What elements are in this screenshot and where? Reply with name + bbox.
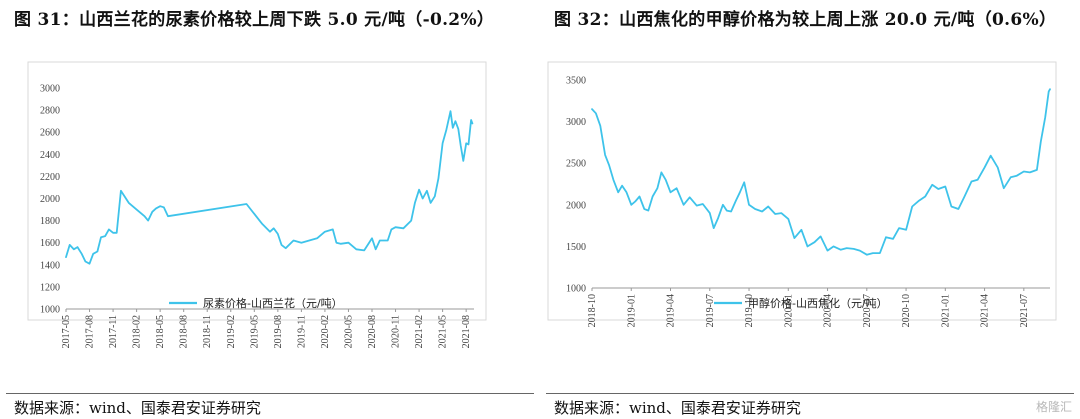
left-x-tick-label: 2017-11 (108, 315, 119, 348)
left-chart-title: 图 31：山西兰花的尿素价格较上周下跌 5.0 元/吨（-0.2%） (14, 10, 495, 30)
right-x-tick-label: 2019-10 (744, 294, 755, 327)
right-x-tick-label: 2019-07 (705, 294, 716, 327)
left-series-line (65, 110, 474, 265)
left-x-tick-label: 2017-08 (85, 315, 96, 348)
right-y-tick-label: 3000 (566, 117, 586, 128)
right-legend-label: 甲醇价格-山西焦化（元/吨） (748, 296, 888, 310)
right-y-tick-label: 3500 (566, 76, 586, 87)
left-y-tick-label: 1400 (40, 260, 60, 271)
left-x-tick-label: 2021-02 (414, 315, 425, 348)
right-source-note: 数据来源：wind、国泰君安证券研究 (554, 399, 801, 417)
left-x-tick-label: 2020-02 (320, 315, 331, 348)
left-y-tick-label: 1200 (40, 282, 60, 293)
right-chart-frame (547, 61, 1057, 321)
right-x-tick-label: 2020-01 (783, 294, 794, 327)
left-x-tick-label: 2020-08 (367, 315, 378, 348)
left-source-note: 数据来源：wind、国泰君安证券研究 (14, 399, 261, 417)
left-y-tick-label: 2200 (40, 172, 60, 183)
right-chart-title: 图 32：山西焦化的甲醇价格为较上周上涨 20.0 元/吨（0.6%） (554, 10, 1057, 30)
right-x-tick-label: 2021-01 (940, 294, 951, 327)
left-x-tick-label: 2018-02 (132, 315, 143, 348)
right-x-tick-label: 2021-04 (980, 294, 991, 327)
left-chart: 1000 1200 1400 1600 1800 2000 2200 2400 2600 2800… (27, 61, 487, 348)
right-chart: 1000 1500 2000 2500 3000 3500 2018-10 2019-01 20… (547, 61, 1057, 327)
left-y-tick-label: 2800 (40, 106, 60, 117)
left-x-tick-label: 2019-11 (296, 315, 307, 348)
left-divider (6, 393, 534, 394)
left-legend-label: 尿素价格-山西兰花（元/吨） (203, 296, 343, 310)
right-x-tick-label: 2020-10 (901, 294, 912, 327)
right-y-tick-label: 1500 (566, 242, 586, 253)
right-x-tick-label: 2019-01 (626, 294, 637, 327)
left-y-tick-label: 2600 (40, 128, 60, 139)
left-x-tick-label: 2020-11 (391, 315, 402, 348)
left-x-tick-label: 2019-08 (273, 315, 284, 348)
right-x-tick-label: 2020-04 (823, 294, 834, 327)
left-x-tick-label: 2018-08 (179, 315, 190, 348)
right-x-tick-label: 2020-07 (862, 294, 873, 327)
left-x-tick-label: 2020-05 (343, 315, 354, 348)
left-y-tick-label: 2000 (40, 194, 60, 205)
right-y-tick-label: 1000 (566, 284, 586, 295)
left-y-tick-label: 1000 (40, 305, 60, 316)
right-x-tick-label: 2019-04 (666, 294, 677, 327)
left-y-tick-label: 1800 (40, 216, 60, 227)
left-chart-frame (27, 61, 487, 321)
left-x-tick-label: 2018-05 (155, 315, 166, 348)
left-x-tick-label: 2019-05 (249, 315, 260, 348)
right-y-tick-label: 2500 (566, 159, 586, 170)
left-y-tick-label: 3000 (40, 84, 60, 95)
left-x-tick-label: 2017-05 (61, 315, 72, 348)
left-x-tick-label: 2019-02 (226, 315, 237, 348)
left-x-tick-label: 2021-05 (438, 315, 449, 348)
left-y-tick-label: 1600 (40, 238, 60, 249)
right-divider (546, 393, 1074, 394)
right-y-tick-label: 2000 (566, 200, 586, 211)
watermark: 格隆汇 (1035, 400, 1072, 414)
right-chart-panel: 图 32：山西焦化的甲醇价格为较上周上涨 20.0 元/吨（0.6%） 1000… (540, 0, 1080, 419)
left-y-tick-label: 2400 (40, 150, 60, 161)
right-series-line (591, 88, 1051, 256)
left-x-tick-label: 2018-11 (202, 315, 213, 348)
right-x-tick-label: 2018-10 (587, 294, 598, 327)
left-chart-panel: 图 31：山西兰花的尿素价格较上周下跌 5.0 元/吨（-0.2%） 1000 1… (6, 10, 534, 417)
right-x-tick-label: 2021-07 (1019, 294, 1030, 327)
left-x-tick-label: 2021-08 (461, 315, 472, 348)
